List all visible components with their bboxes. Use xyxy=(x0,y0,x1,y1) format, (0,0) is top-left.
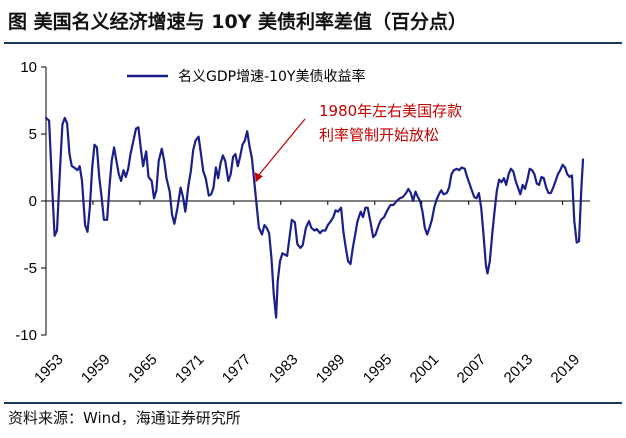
annotation-arrow xyxy=(257,118,306,177)
title-rule xyxy=(4,42,622,44)
series-line-gdp-minus-10y xyxy=(44,116,585,319)
x-tick-label: 1989 xyxy=(313,351,349,387)
y-tick-label: 0 xyxy=(29,193,37,210)
annotation-arrowhead xyxy=(254,172,263,183)
x-tick-label: 1977 xyxy=(219,351,255,387)
x-tick-label: 1995 xyxy=(360,351,396,387)
annotation-line-1: 1980年左右美国存款 xyxy=(319,102,462,120)
legend: 名义GDP增速-10Y美债收益率 xyxy=(127,68,366,85)
x-tick-label: 1959 xyxy=(78,351,114,387)
annotation-line-2: 利率管制开始放松 xyxy=(319,126,439,144)
source-note: 资料来源：Wind，海通证券研究所 xyxy=(8,409,241,427)
source-rule xyxy=(4,402,622,404)
chart-title: 图 美国名义经济增速与 10Y 美债利率差值（百分点） xyxy=(8,11,468,33)
y-tick-label: -10 xyxy=(15,327,37,344)
y-axis-ticks: 10 5 0 -5 -10 xyxy=(15,59,46,344)
x-tick-label: 2007 xyxy=(454,351,490,387)
y-tick-label: 5 xyxy=(29,126,37,143)
x-tick-label: 2019 xyxy=(548,351,584,387)
x-tick-label: 1983 xyxy=(266,351,302,387)
x-tick-label: 1971 xyxy=(172,351,208,387)
x-tick-label: 1953 xyxy=(31,351,67,387)
x-axis-ticks: 1953 1959 1965 1971 1977 1983 1989 1995 2001 2007… xyxy=(31,201,583,387)
legend-label: 名义GDP增速-10Y美债收益率 xyxy=(178,68,366,85)
y-tick-label: -5 xyxy=(24,260,37,277)
y-tick-label: 10 xyxy=(20,59,37,76)
annotation: 1980年左右美国存款 利率管制开始放松 xyxy=(254,102,462,183)
x-tick-label: 1965 xyxy=(125,351,161,387)
x-tick-label: 2013 xyxy=(501,351,537,387)
x-tick-label: 2001 xyxy=(407,351,443,387)
